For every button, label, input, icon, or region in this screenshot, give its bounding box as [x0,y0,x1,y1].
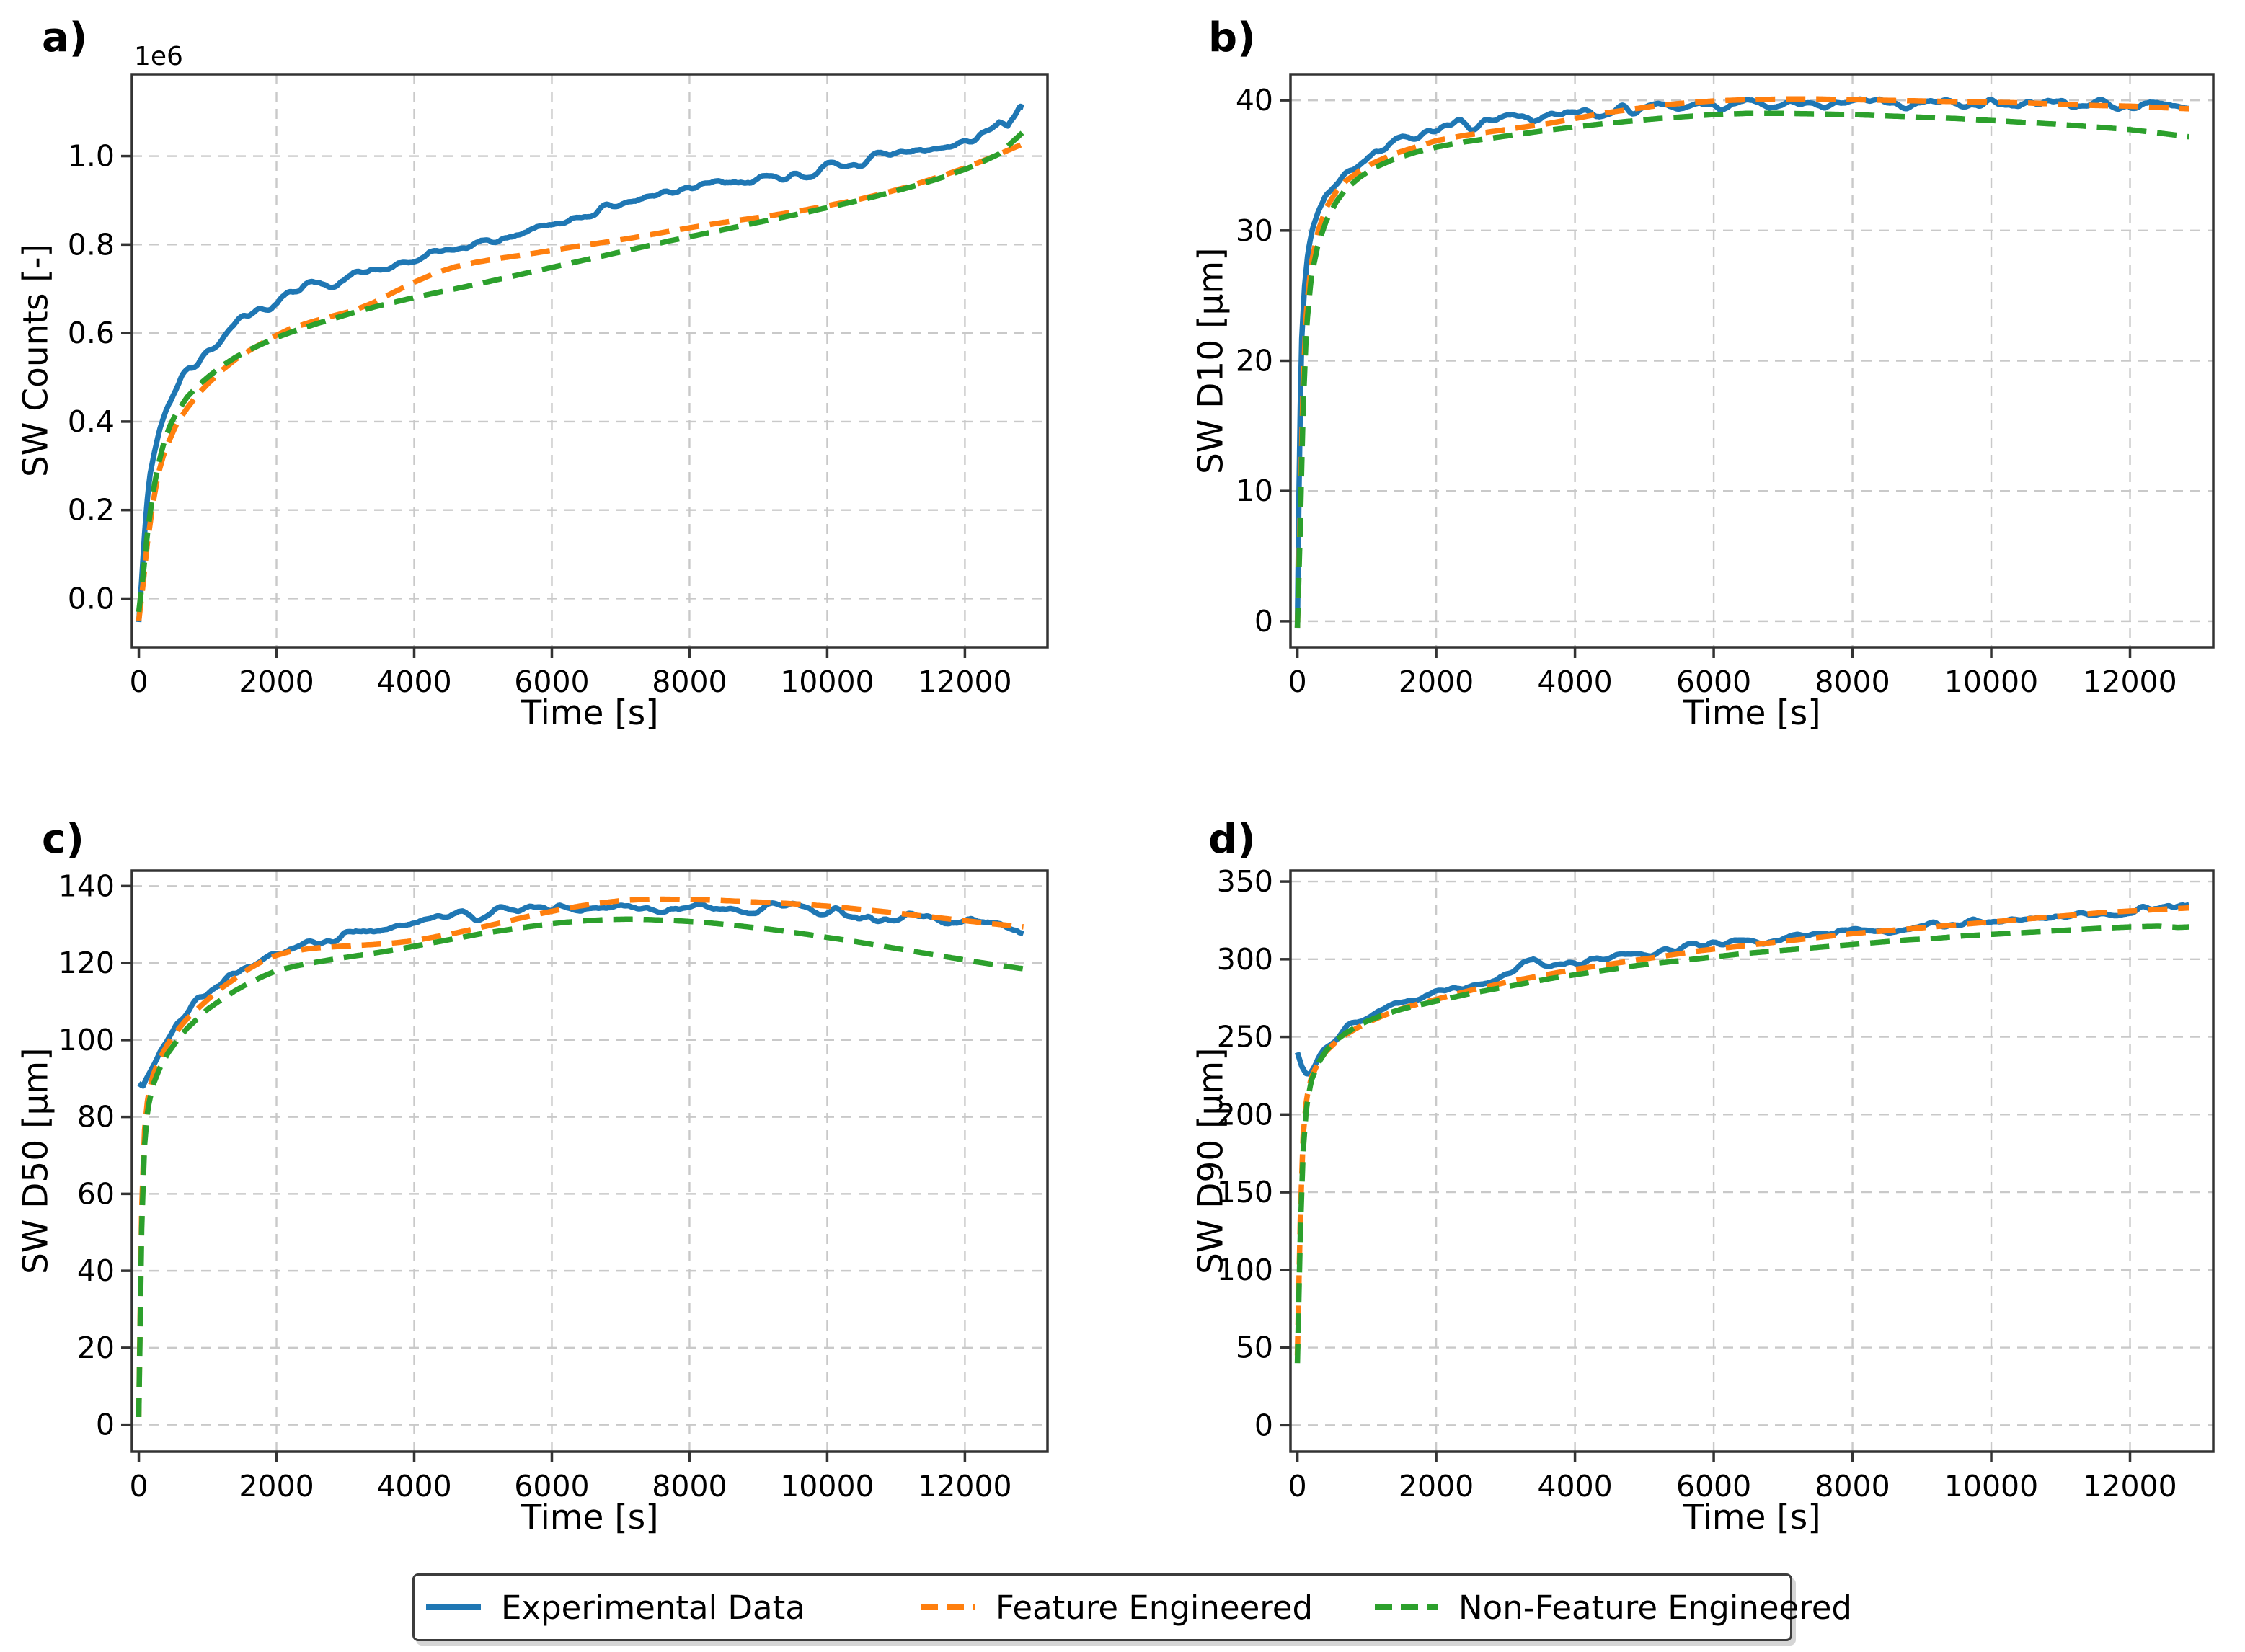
x-tick-label: 4000 [376,1469,451,1504]
x-tick-label: 12000 [2083,665,2177,699]
x-tick-label: 12000 [918,665,1011,699]
series-line-experimental [1294,96,2191,629]
y-tick-label: 300 [1217,942,1273,977]
series-line-experimental [136,103,1025,623]
x-tick-label: 6000 [514,1469,589,1504]
legend-item-feature-engineered: Feature Engineered [919,1576,1313,1639]
y-tick-label: 1.0 [68,139,115,174]
y-tick-label: 0 [1254,1408,1273,1442]
series-line-non-feature-engineered [136,916,1025,1418]
x-tick-label: 4000 [1537,1469,1612,1504]
x-tick-label: 6000 [1676,1469,1751,1504]
panel-letter-c: c) [42,816,84,863]
x-tick-label: 10000 [780,665,874,699]
x-tick-label: 8000 [652,665,727,699]
y-tick-label: 120 [58,946,115,980]
y-tick-label: 0.0 [68,581,115,616]
x-tick-label: 12000 [918,1469,1011,1504]
panel-letter-b: b) [1208,14,1256,61]
legend-line-experimental-data-icon [426,1604,481,1610]
panel-letter-d: d) [1208,816,1256,863]
y-tick-label: 200 [1217,1097,1273,1132]
y-tick-label: 350 [1217,864,1273,899]
series-line-feature-engineered [136,896,1025,1418]
y-tick-label: 40 [1236,83,1273,117]
legend: Experimental Data Feature Engineered Non… [412,1573,1852,1641]
y-tick-label: 80 [77,1100,115,1134]
y-tick-label: 10 [1236,474,1273,508]
y-tick-label: 20 [77,1331,115,1365]
x-tick-label: 4000 [1537,665,1612,699]
y-tick-label: 0 [96,1408,115,1442]
x-tick-label: 6000 [1676,665,1751,699]
x-tick-label: 0 [1288,665,1307,699]
y-tick-label: 0.8 [68,227,115,262]
x-tick-label: 10000 [1944,1469,2038,1504]
y-tick-label: 0.6 [68,316,115,350]
series-line-feature-engineered [1294,96,2191,628]
ylabel-a: SW Counts [-] [16,244,56,478]
legend-item-experimental-data: Experimental Data [425,1576,805,1639]
panel-a: 0 2000 4000 6000 8000 10000 12000 0.0 0.2 0.4 0.6 0… [68,73,1049,699]
x-tick-label: 2000 [239,665,314,699]
y-tick-label: 140 [58,869,115,903]
legend-label-experimental-data: Experimental Data [501,1588,805,1627]
legend-item-non-feature-engineered: Non-Feature Engineered [1373,1576,1852,1639]
y-tick-label: 250 [1217,1020,1273,1054]
xlabel-d: Time [s] [1683,1498,1821,1537]
x-tick-label: 2000 [1399,665,1474,699]
x-tick-label: 8000 [652,1469,727,1504]
series-line-experimental [137,900,1025,1089]
legend-label-non-feature-engineered: Non-Feature Engineered [1458,1588,1852,1627]
legend-label-feature-engineered: Feature Engineered [996,1588,1314,1627]
series-line-feature-engineered [1294,905,2191,1356]
x-tick-label: 6000 [514,665,589,699]
x-tick-label: 2000 [239,1469,314,1504]
y-tick-label: 100 [58,1023,115,1057]
xlabel-b: Time [s] [1683,693,1821,733]
xlabel-c: Time [s] [521,1498,659,1537]
ylabel-c: SW D50 [μm] [16,1047,56,1275]
y-tick-label: 0 [1254,604,1273,639]
y-tick-label: 60 [77,1176,115,1211]
x-tick-label: 0 [1288,1469,1307,1504]
series-line-non-feature-engineered [1294,923,2191,1364]
panel-d: 0 2000 4000 6000 8000 10000 12000 0 50 100 150 200 2… [1217,864,2215,1504]
series-line-non-feature-engineered [1294,110,2191,629]
xlabel-a: Time [s] [521,693,659,733]
x-tick-label: 0 [130,1469,149,1504]
y-tick-label: 50 [1236,1331,1273,1365]
legend-line-feature-engineered-icon [921,1604,975,1610]
x-tick-label: 12000 [2083,1469,2177,1504]
y-tick-label: 30 [1236,213,1273,248]
panel-b: 0 2000 4000 6000 8000 10000 12000 0 10 20 30 40 [1236,73,2215,699]
x-tick-label: 4000 [376,665,451,699]
series-line-non-feature-engineered [136,130,1026,613]
x-tick-label: 10000 [1944,665,2038,699]
y-tick-label: 100 [1217,1253,1273,1287]
y-tick-label: 40 [77,1253,115,1288]
ylabel-d: SW D90 [μm] [1191,1047,1231,1275]
plot-area-border [1289,869,2215,1453]
legend-line-non-feature-engineered-icon [1375,1604,1438,1610]
x-tick-label: 8000 [1815,665,1890,699]
x-tick-label: 0 [130,665,149,699]
y-tick-label: 20 [1236,344,1273,378]
y-tick-label: 0.4 [68,404,115,439]
panel-c: 0 2000 4000 6000 8000 10000 12000 0 20 40 60 80 100 1… [58,869,1049,1504]
y-axis-offset-text: 1e6 [134,42,183,71]
plot-area-border [130,73,1049,649]
panel-letter-a: a) [42,14,88,61]
y-tick-label: 0.2 [68,493,115,528]
x-tick-label: 2000 [1399,1469,1474,1504]
ylabel-b: SW D10 [μm] [1191,247,1231,474]
plot-area-border [130,869,1049,1453]
x-tick-label: 8000 [1815,1469,1890,1504]
x-tick-label: 10000 [780,1469,874,1504]
y-tick-label: 150 [1217,1175,1273,1209]
